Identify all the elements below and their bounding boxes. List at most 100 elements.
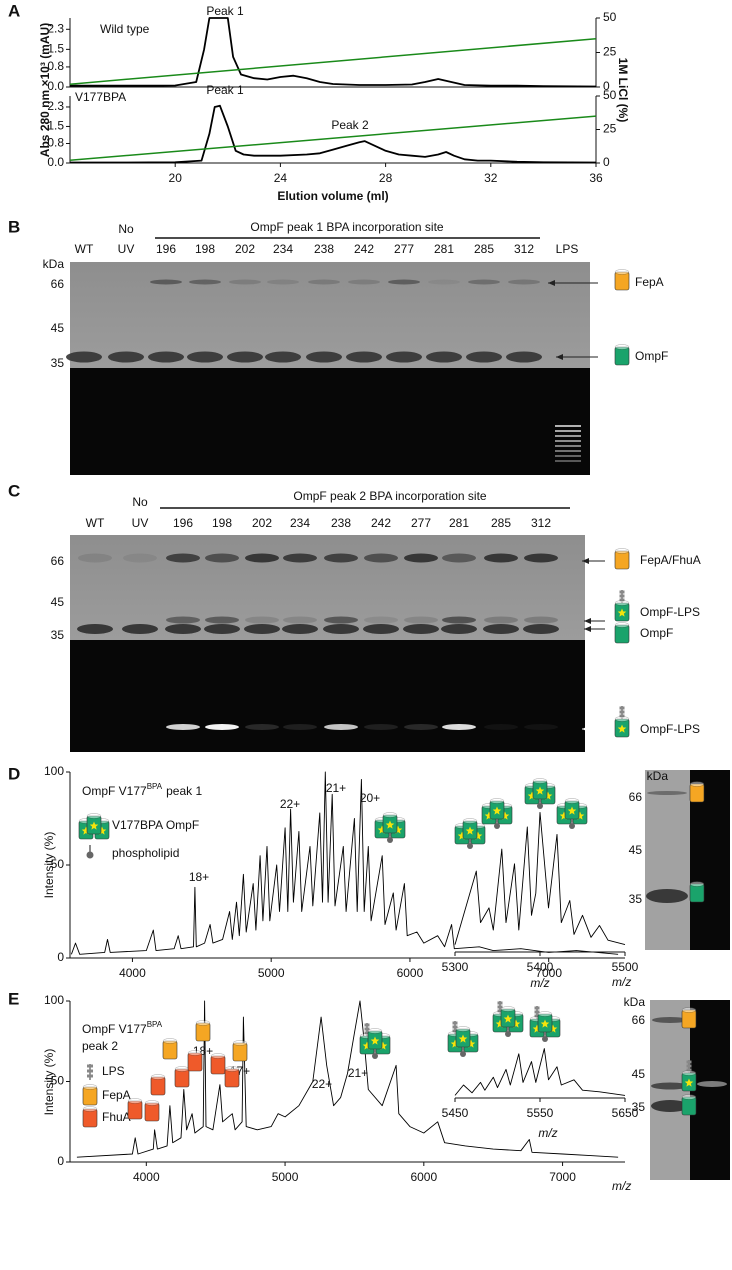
barrel-top <box>150 1074 166 1080</box>
barrel-top <box>689 881 705 887</box>
lane-label: No <box>118 222 134 236</box>
lane-label: UV <box>132 516 149 530</box>
lane-label: 234 <box>290 516 310 530</box>
marker-label: 45 <box>629 843 643 857</box>
marker-label: 66 <box>632 1013 646 1027</box>
barrel <box>82 1086 98 1106</box>
y-tick-label: 50 <box>51 1074 65 1088</box>
barrel <box>232 1042 248 1062</box>
barrel-top <box>83 834 97 839</box>
lane-label: LPS <box>556 242 579 256</box>
gel-band <box>66 351 102 363</box>
star <box>617 608 627 617</box>
lane-label: 202 <box>235 242 255 256</box>
gel-band <box>404 724 438 730</box>
lps-icon <box>619 706 625 710</box>
marker-label: 45 <box>632 1067 646 1081</box>
lps-ladder <box>555 425 581 427</box>
protein-icon <box>174 1066 190 1088</box>
lane-label: 196 <box>156 242 176 256</box>
gel-band <box>165 624 201 634</box>
chart-title: V177BPA <box>75 90 126 104</box>
protein-icon <box>689 881 705 903</box>
lps-icon <box>452 1021 458 1025</box>
barrel <box>681 1009 697 1029</box>
x-tick-label: 32 <box>484 171 498 185</box>
gel-header: OmpF peak 1 BPA incorporation site <box>250 220 444 234</box>
lps-icon <box>619 590 625 594</box>
x-tick-label: 5550 <box>527 1106 554 1120</box>
lps-icon <box>364 1023 370 1027</box>
protein-icon <box>224 1066 240 1088</box>
protein-icon <box>689 781 705 803</box>
panel-letter: E <box>8 989 19 1008</box>
star <box>378 1041 388 1050</box>
gel-band <box>323 624 359 634</box>
gel-band <box>647 791 687 795</box>
protein-icon <box>187 1050 203 1072</box>
gradient-line <box>69 37 597 85</box>
gel-band <box>388 279 420 285</box>
y-tick-label: 1.5 <box>47 119 64 133</box>
x-tick-label: 5000 <box>272 1170 299 1184</box>
barrel-top <box>500 1006 516 1012</box>
star <box>540 1019 550 1028</box>
x-axis-label: Elution volume (ml) <box>277 189 388 203</box>
gel-band <box>651 1082 689 1090</box>
star <box>465 826 475 835</box>
protein-icon <box>614 590 630 622</box>
lane-label: 312 <box>531 516 551 530</box>
barrel-top <box>174 1066 190 1072</box>
gel-band <box>646 889 688 903</box>
star <box>457 831 467 840</box>
panel-letter: C <box>8 481 20 500</box>
lipid-head <box>460 1051 466 1057</box>
panel-letter: D <box>8 764 20 783</box>
gel-band <box>466 351 502 363</box>
protein-icon <box>162 1038 178 1060</box>
protein-icon <box>455 1026 471 1057</box>
lipid-head <box>467 843 473 849</box>
gel-band <box>78 553 112 563</box>
gel-band <box>205 724 239 730</box>
barrel <box>614 550 630 570</box>
barrel <box>224 1068 240 1088</box>
gel-band <box>403 624 439 634</box>
star <box>97 826 107 835</box>
lps-icon <box>87 1074 93 1078</box>
marker-label: 35 <box>51 356 65 370</box>
chart-title: OmpF V177BPA <box>82 1020 163 1036</box>
x-tick-label: 24 <box>274 171 288 185</box>
trace <box>70 104 597 164</box>
star <box>473 831 483 840</box>
gel-band <box>77 624 113 634</box>
barrel-top <box>537 1011 553 1017</box>
y2-tick-label: 50 <box>603 10 617 24</box>
gel-band <box>508 279 540 285</box>
gel-band <box>523 624 559 634</box>
gel-band <box>267 279 299 285</box>
barrel-top <box>455 1026 471 1032</box>
gel-band <box>122 624 158 634</box>
gel-stain <box>70 262 590 368</box>
protein-icon <box>86 813 102 835</box>
gel-band <box>324 553 358 563</box>
lps-icon <box>534 1014 540 1018</box>
protein-icon <box>82 1106 98 1128</box>
marker-label: 66 <box>629 790 643 804</box>
barrel-top <box>614 716 630 722</box>
gel-band <box>506 351 542 363</box>
lps-icon <box>534 1006 540 1010</box>
lane-label: 285 <box>474 242 494 256</box>
barrel-top <box>232 1040 248 1046</box>
x-tick-label: 36 <box>589 171 603 185</box>
lps-ladder <box>555 445 581 447</box>
lps-icon <box>497 1005 503 1009</box>
barrel <box>127 1100 143 1120</box>
gel-band <box>364 616 398 624</box>
barrel-top <box>86 813 102 819</box>
y-axis-label: Abs 280 nm ×10³ (mAU) <box>38 23 52 157</box>
y-tick-label: 0 <box>57 950 64 964</box>
annotation: Peak 1 <box>206 4 244 18</box>
title-text: OmpF V177 <box>82 784 147 798</box>
